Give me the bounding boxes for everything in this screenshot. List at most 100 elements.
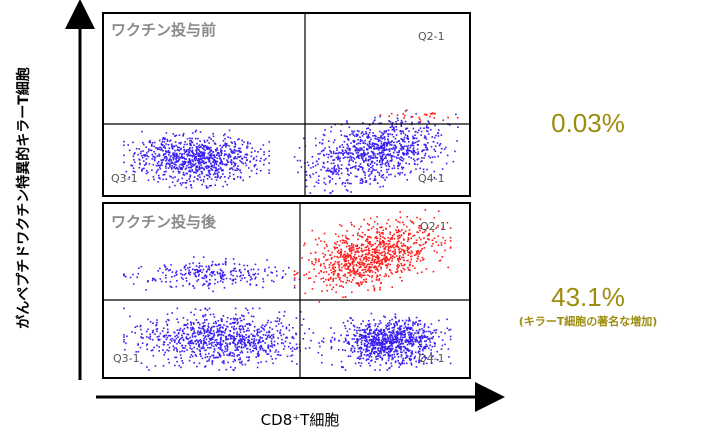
scatter-point — [221, 278, 223, 280]
scatter-point — [401, 245, 403, 247]
scatter-point — [211, 168, 213, 171]
scatter-point — [395, 219, 397, 221]
scatter-point — [417, 121, 420, 124]
scatter-point — [343, 259, 346, 261]
scatter-point — [278, 354, 280, 356]
scatter-point — [383, 250, 386, 253]
scatter-point — [244, 325, 246, 327]
scatter-point — [227, 338, 229, 341]
scatter-point — [433, 156, 436, 158]
scatter-point — [222, 331, 225, 333]
scatter-point — [329, 284, 331, 286]
scatter-point — [192, 285, 194, 287]
scatter-point — [383, 343, 385, 346]
scatter-point — [362, 153, 364, 155]
scatter-point — [374, 361, 377, 363]
scatter-point — [396, 114, 399, 116]
scatter-point — [374, 155, 377, 157]
scatter-point — [388, 345, 391, 348]
scatter-point — [134, 171, 136, 173]
scatter-point — [330, 151, 332, 153]
scatter-point — [400, 123, 402, 126]
scatter-point — [436, 359, 439, 361]
scatter-point — [240, 328, 242, 331]
scatter-point — [212, 336, 215, 338]
scatter-point — [390, 256, 392, 258]
scatter-point — [391, 159, 393, 161]
scatter-point — [198, 146, 201, 149]
scatter-point — [349, 263, 352, 265]
scatter-point — [209, 169, 211, 172]
scatter-point — [232, 269, 234, 272]
scatter-point — [336, 251, 339, 253]
scatter-point — [239, 279, 242, 282]
scatter-point — [161, 141, 164, 143]
scatter-point — [366, 240, 369, 243]
scatter-point — [316, 160, 318, 163]
scatter-point — [448, 329, 450, 331]
scatter-point — [254, 335, 256, 338]
scatter-point — [402, 130, 404, 132]
scatter-point — [408, 251, 410, 254]
scatter-point — [386, 153, 389, 156]
scatter-point — [198, 158, 200, 160]
scatter-point — [213, 332, 215, 335]
scatter-point — [351, 243, 353, 245]
scatter-point — [374, 369, 376, 371]
scatter-point — [345, 245, 348, 248]
scatter-point — [353, 141, 355, 143]
scatter-point — [431, 113, 433, 115]
scatter-point — [431, 337, 434, 340]
scatter-point — [369, 243, 372, 246]
scatter-point — [215, 331, 218, 334]
scatter-point — [223, 362, 225, 365]
scatter-point — [332, 279, 335, 281]
scatter-point — [379, 286, 381, 289]
scatter-point — [396, 268, 398, 270]
scatter-point — [250, 341, 253, 344]
scatter-point — [167, 144, 170, 146]
scatter-point — [387, 250, 390, 252]
scatter-point — [397, 352, 399, 355]
scatter-point — [277, 323, 280, 325]
scatter-point — [363, 218, 365, 221]
scatter-point — [388, 322, 391, 324]
scatter-point — [344, 156, 346, 158]
scatter-point — [158, 350, 160, 352]
scatter-point — [376, 223, 379, 225]
scatter-point — [368, 175, 370, 177]
scatter-point — [384, 343, 386, 345]
scatter-point — [391, 327, 394, 329]
scatter-point — [253, 330, 256, 332]
scatter-point — [149, 321, 152, 323]
scatter-point — [254, 343, 257, 345]
scatter-point — [185, 324, 188, 326]
scatter-point — [314, 164, 317, 167]
scatter-point — [208, 359, 210, 362]
scatter-point — [221, 350, 224, 352]
scatter-point — [341, 242, 344, 244]
scatter-point — [264, 268, 266, 271]
scatter-point — [227, 177, 230, 179]
scatter-point — [398, 320, 400, 323]
scatter-point — [366, 344, 369, 346]
scatter-point — [424, 340, 426, 343]
scatter-point — [417, 352, 420, 354]
scatter-point — [199, 353, 201, 356]
scatter-point — [293, 274, 296, 276]
scatter-point — [398, 250, 401, 253]
scatter-point — [403, 223, 405, 226]
scatter-point — [215, 345, 218, 347]
scatter-point — [178, 165, 181, 168]
scatter-point — [398, 366, 400, 368]
scatter-point — [399, 130, 402, 133]
scatter-point — [342, 157, 345, 159]
scatter-point — [331, 257, 333, 259]
scatter-point — [361, 131, 363, 134]
scatter-point — [213, 164, 215, 167]
scatter-point — [238, 263, 241, 266]
scatter-point — [159, 338, 161, 341]
scatter-point — [157, 338, 160, 340]
scatter-point — [405, 354, 408, 357]
scatter-point — [323, 134, 326, 137]
